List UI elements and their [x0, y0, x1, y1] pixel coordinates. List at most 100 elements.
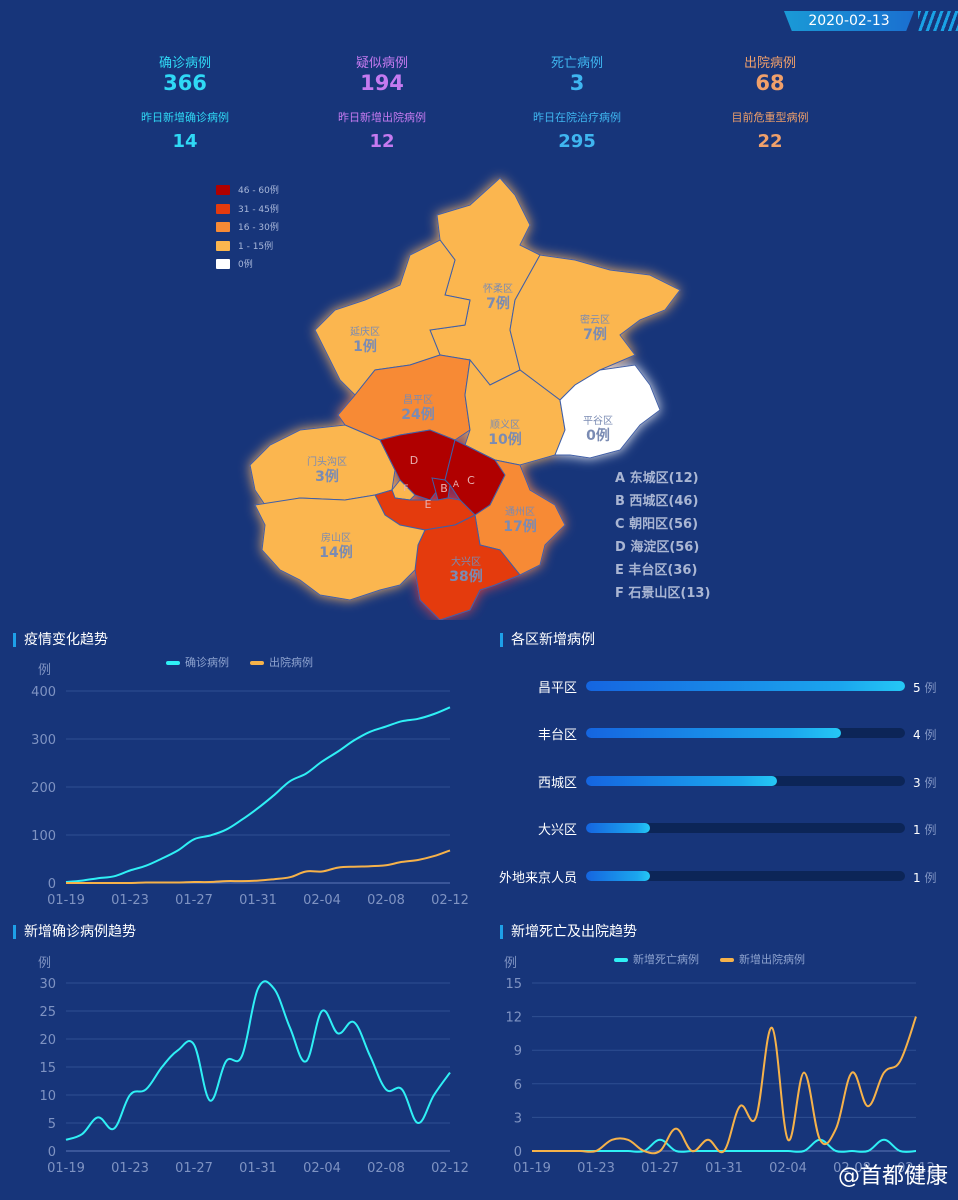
- bar-category-label: 外地来京人员: [498, 870, 577, 886]
- series-line: [532, 1016, 917, 1155]
- stat-value: 295: [558, 131, 596, 152]
- bar-category-label: 昌平区: [537, 681, 577, 696]
- y-tick-label: 15: [505, 977, 522, 992]
- y-tick-label: 200: [31, 781, 56, 796]
- stat-label: 确诊病例: [158, 56, 211, 71]
- district-count: 10例: [488, 431, 521, 448]
- stat-value: 22: [757, 131, 783, 152]
- y-axis-label: 例: [38, 663, 51, 678]
- district-count: 1例: [353, 338, 377, 355]
- series-line: [65, 706, 451, 884]
- y-tick-label: 30: [39, 977, 56, 992]
- legend-swatch: [216, 184, 230, 195]
- x-tick-label: 01-31: [705, 1161, 743, 1176]
- date-text: 2020-02-13: [808, 13, 890, 29]
- y-tick-label: 3: [514, 1111, 522, 1126]
- y-tick-label: 15: [39, 1061, 56, 1076]
- district-list-item: F 石景山区(13): [615, 586, 711, 601]
- y-tick-label: 9: [514, 1044, 522, 1059]
- district-name: 顺义区: [490, 419, 520, 431]
- legend-swatch: [216, 203, 230, 214]
- y-axis-label: 例: [38, 956, 51, 971]
- x-tick-label: 02-12: [897, 1161, 935, 1176]
- bar-track: [586, 823, 905, 834]
- date-banner: [784, 11, 914, 31]
- x-tick-label: 02-08: [367, 893, 405, 908]
- y-tick-label: 12: [505, 1011, 522, 1026]
- map-legend-item: 1 - 15例: [216, 239, 273, 252]
- bar: [586, 775, 778, 786]
- y-tick-label: 0: [48, 877, 56, 892]
- district-daxing: [414, 514, 521, 620]
- y-tick-label: 0: [48, 1145, 56, 1160]
- legend-label: 确诊病例: [185, 655, 229, 669]
- legend-swatch: [614, 958, 628, 962]
- y-tick-label: 6: [514, 1078, 522, 1093]
- legend-label: 新增死亡病例: [633, 952, 699, 966]
- district-name: 昌平区: [403, 394, 433, 406]
- x-tick-label: 01-23: [111, 893, 149, 908]
- watermark: @首都健康: [837, 1164, 948, 1189]
- district-name: 延庆区: [350, 325, 380, 338]
- district-name: 密云区: [580, 313, 610, 326]
- bar-value-label: 3 例: [913, 772, 936, 791]
- x-tick-label: 01-27: [641, 1161, 679, 1176]
- x-tick-label: 01-19: [513, 1161, 551, 1176]
- map-legend-item: 0例: [216, 257, 253, 270]
- x-tick-label: 02-04: [303, 893, 341, 908]
- stat-new-confirmed: 昨日新增确诊病例 14: [85, 109, 285, 152]
- bar-value-label: 5 例: [913, 677, 936, 696]
- x-tick-label: 02-12: [431, 893, 469, 908]
- legend-label: 46 - 60例: [238, 186, 279, 196]
- bar-value-label: 1 例: [913, 867, 936, 886]
- banner-stripes: [918, 11, 958, 31]
- district-list: A 东城区(12) B 西城区(46) C 朝阳区(56) D 海淀区(56) …: [615, 467, 710, 605]
- stat-new-discharged: 昨日新增出院病例 12: [282, 109, 482, 152]
- bar: [586, 823, 650, 834]
- district-miyun: [509, 254, 681, 401]
- y-tick-label: 0: [514, 1145, 522, 1160]
- bar-unit: 例: [920, 775, 937, 790]
- stat-discharged: 出院病例 68: [670, 52, 870, 95]
- district-list-item: E 丰台区(36): [615, 563, 698, 578]
- stat-label: 疑似病例: [355, 56, 408, 71]
- stat-confirmed: 确诊病例 366: [85, 52, 285, 95]
- legend-swatch: [216, 258, 230, 269]
- x-tick-label: 02-04: [769, 1161, 807, 1176]
- x-tick-label: 01-27: [175, 1161, 213, 1176]
- bar-category-label: 西城区: [537, 775, 577, 791]
- section-title-trend: 疫情变化趋势: [13, 633, 108, 647]
- x-tick-label: 02-04: [303, 1161, 341, 1176]
- district-name: 平谷区: [583, 415, 613, 427]
- x-tick-label: 01-19: [47, 893, 85, 908]
- bar-unit: 例: [920, 823, 937, 838]
- bar-value: 3: [913, 775, 921, 790]
- bar-unit: 例: [920, 681, 937, 695]
- stat-value: 3: [569, 71, 585, 95]
- y-axis-label: 例: [504, 956, 517, 971]
- stat-suspected: 疑似病例 194: [282, 52, 482, 95]
- bar: [586, 870, 650, 881]
- x-tick-label: 01-19: [47, 1161, 85, 1176]
- bar-track: [586, 870, 905, 881]
- bar-value: 1: [913, 870, 921, 885]
- district-letter: B: [440, 482, 448, 495]
- district-name: 房山区: [321, 531, 351, 544]
- section-title-district-new: 各区新增病例: [500, 633, 595, 647]
- bar-category-label: 丰台区: [537, 728, 577, 744]
- bar-value: 1: [913, 823, 921, 838]
- y-tick-label: 25: [39, 1005, 56, 1020]
- stat-label: 昨日新增确诊病例: [141, 111, 229, 124]
- legend-label: 新增出院病例: [739, 952, 805, 966]
- beijing-map: 怀柔区 7例 密云区 7例 延庆区 1例 昌平区 24例 顺义区 10例 平谷区…: [249, 177, 681, 620]
- legend-swatch: [166, 661, 180, 665]
- legend-swatch: [216, 221, 230, 232]
- bar-value-label: 4 例: [913, 724, 936, 743]
- x-tick-label: 01-23: [111, 1161, 149, 1176]
- stat-value: 12: [369, 131, 395, 152]
- district-letter: E: [425, 498, 432, 511]
- x-tick-label: 02-08: [833, 1161, 871, 1176]
- district-count: 7例: [486, 295, 510, 312]
- bar: [586, 728, 842, 739]
- district-name: 门头沟区: [307, 455, 347, 468]
